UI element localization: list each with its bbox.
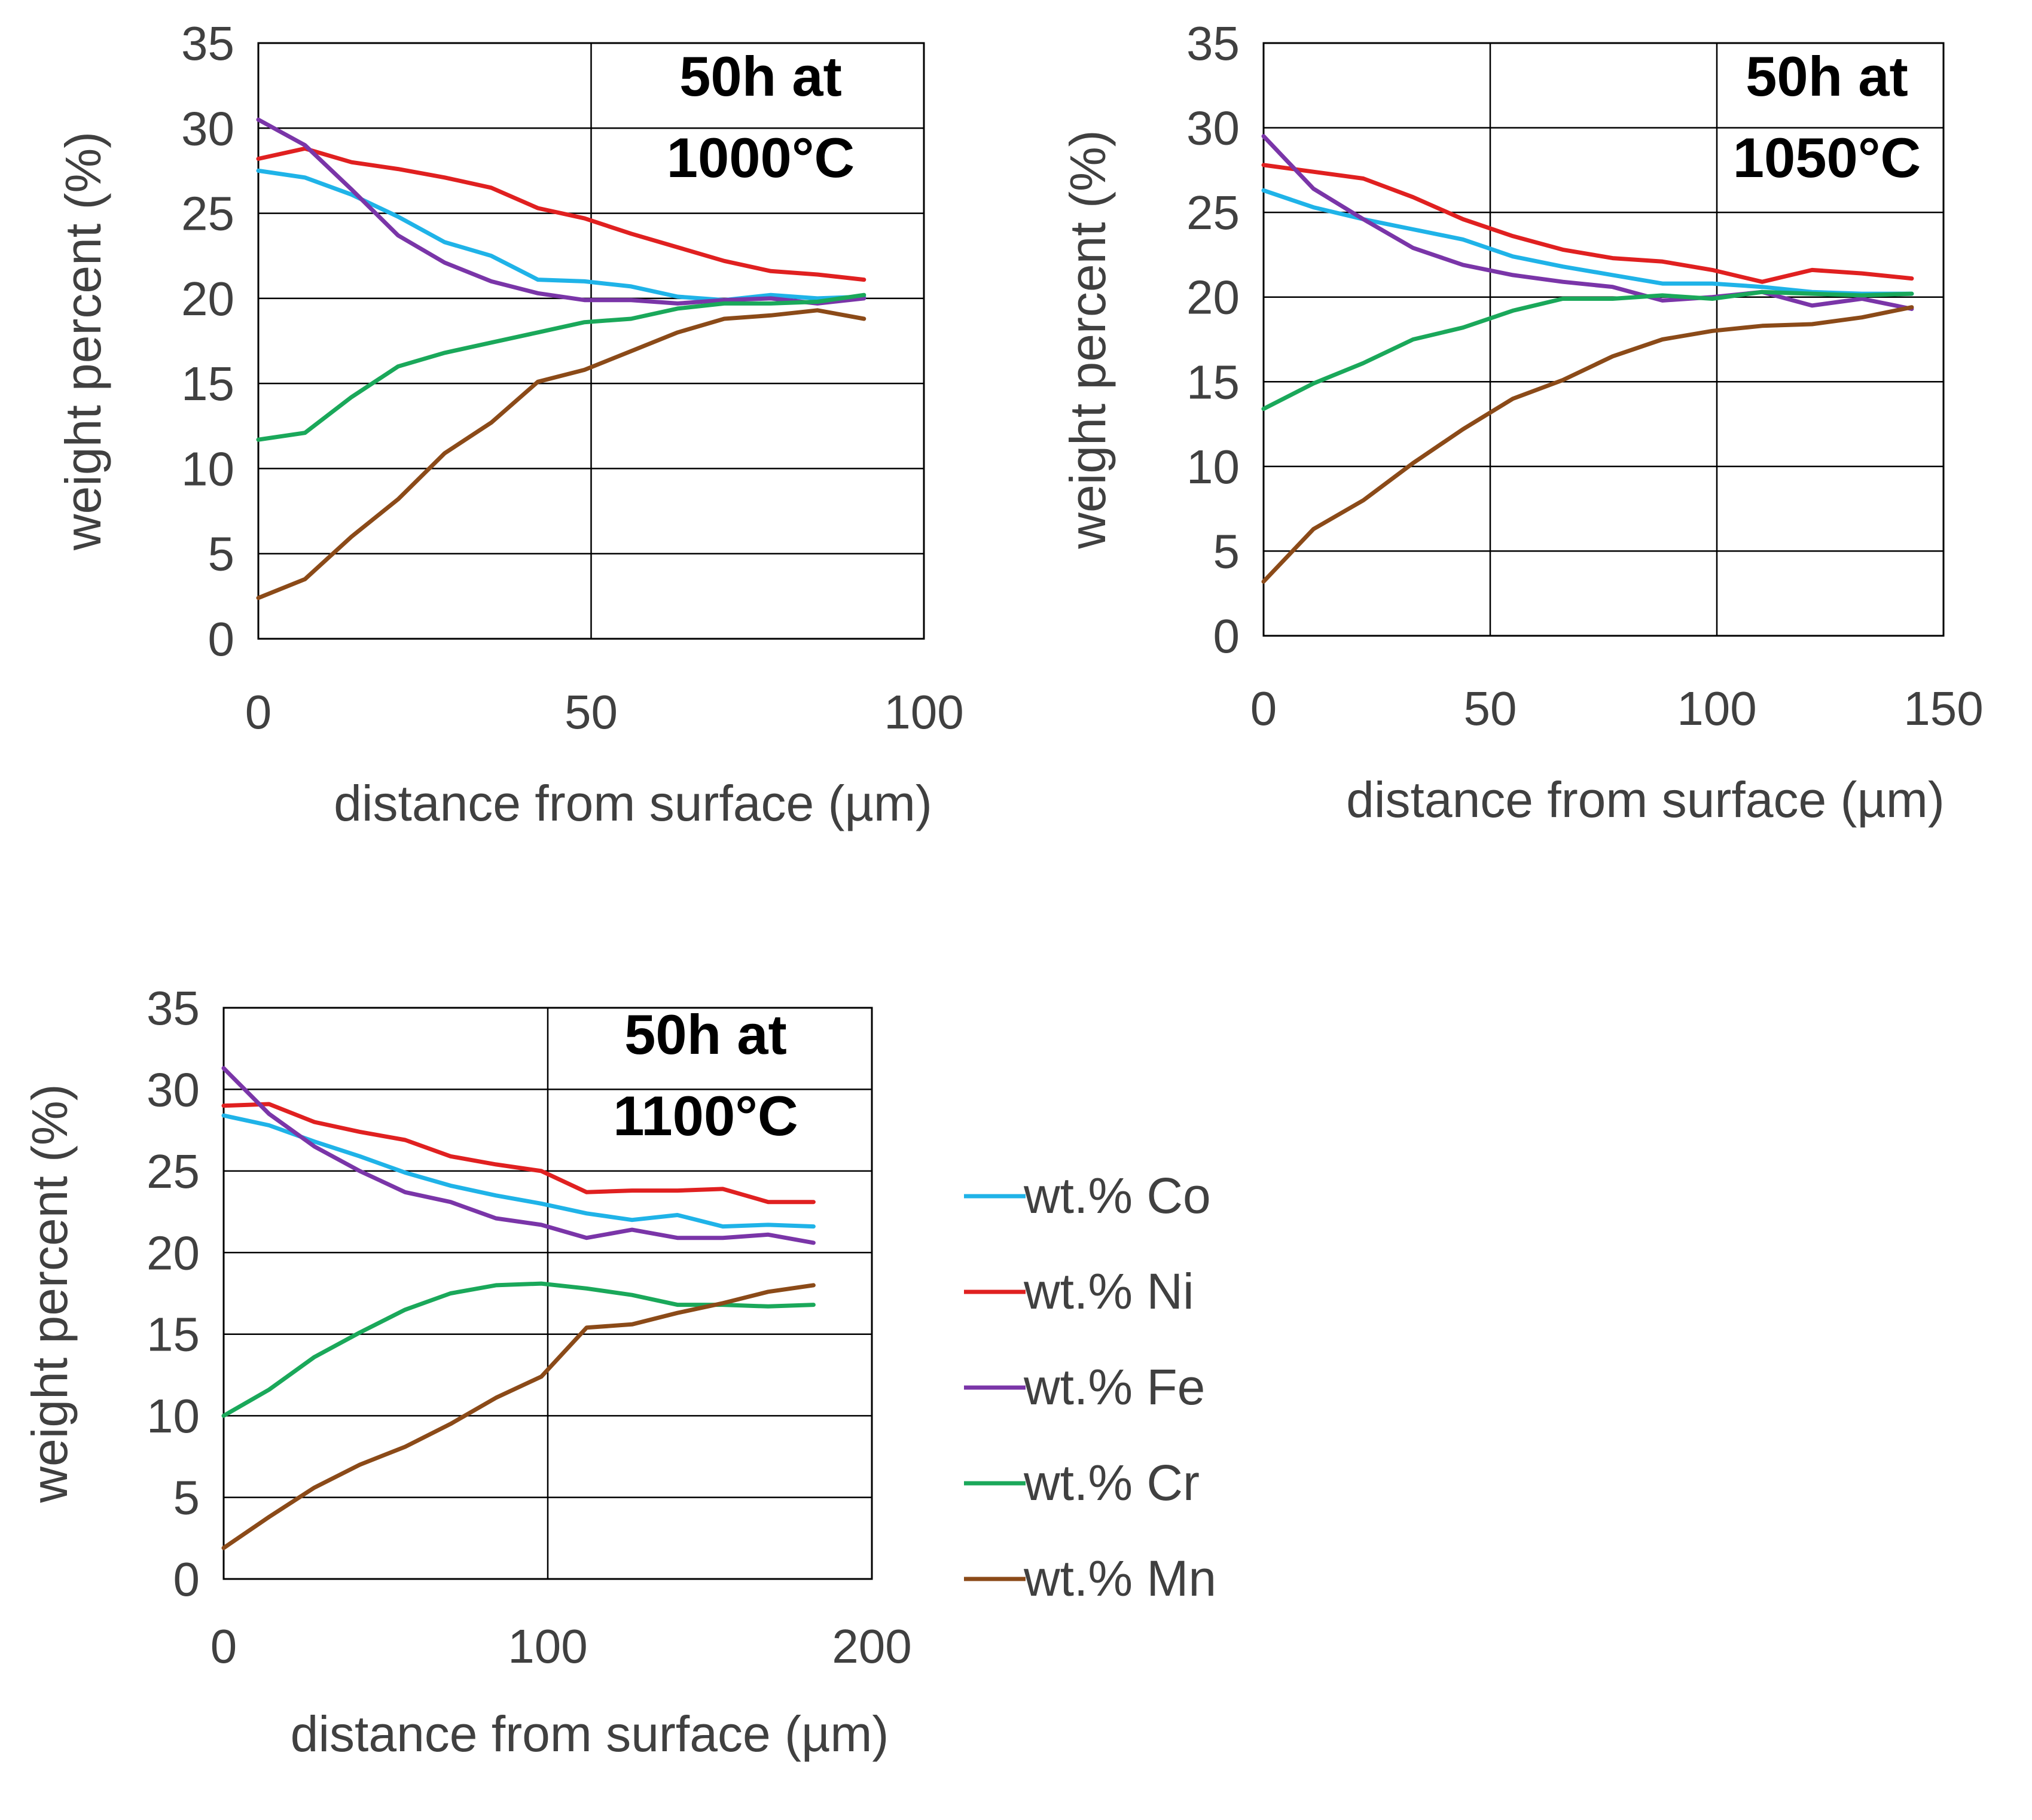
- plot-area-frame: [257, 42, 925, 640]
- x-tick-label: 150: [1903, 682, 1983, 735]
- x-axis-title: distance from surface (µm): [334, 775, 932, 831]
- y-axis-title: weight percent (%): [1060, 130, 1116, 549]
- series-line-wtni: [256, 146, 867, 282]
- y-tick-label: 35: [1186, 17, 1240, 70]
- y-tick-label: 20: [1186, 271, 1240, 324]
- y-tick-label: 0: [1213, 609, 1240, 663]
- y-tick-label: 20: [181, 272, 234, 325]
- y-tick-label: 0: [173, 1553, 200, 1606]
- y-tick-label: 10: [1186, 440, 1240, 493]
- legend: wt.% Co wt.% Ni wt.% Fe wt.% Cr wt.% Mn: [964, 1167, 1216, 1606]
- y-tick-label: 35: [147, 981, 200, 1035]
- y-tick-label: 15: [181, 357, 234, 410]
- x-tick-label: 0: [1250, 682, 1277, 735]
- series-line-wtni: [1261, 163, 1914, 284]
- x-tick-label: 100: [1677, 682, 1756, 735]
- annotation-line-2: 1050°C: [1733, 126, 1921, 189]
- x-tick-label: 50: [1464, 682, 1517, 735]
- annotation-line-1: 50h at: [1746, 45, 1908, 108]
- legend-label: wt.% Fe: [1023, 1359, 1205, 1415]
- y-tick-label: 20: [147, 1226, 200, 1279]
- plot-area-frame: [1262, 42, 1945, 637]
- y-tick-label: 15: [1186, 355, 1240, 408]
- annotation-line-2: 1000°C: [667, 126, 855, 189]
- chart-1100c: 0 5 10 15 20 25 30 35 0 100 200 distance from surfa…: [22, 981, 912, 1762]
- y-tick-label: 5: [208, 528, 235, 581]
- x-tick-label: 200: [832, 1620, 911, 1673]
- legend-label: wt.% Cr: [1023, 1455, 1200, 1511]
- legend-label: wt.% Mn: [1023, 1550, 1216, 1606]
- series-line-wtni: [221, 1102, 816, 1205]
- y-tick-label: 15: [147, 1308, 200, 1361]
- y-tick-label: 25: [181, 187, 234, 240]
- annotation-line-1: 50h at: [624, 1003, 787, 1066]
- annotation-line-2: 1100°C: [613, 1084, 798, 1147]
- x-tick-label: 0: [245, 685, 272, 739]
- y-tick-label: 30: [181, 102, 234, 155]
- y-tick-label: 30: [1186, 102, 1240, 155]
- y-tick-label: 25: [147, 1145, 200, 1198]
- y-tick-label: 25: [1186, 186, 1240, 239]
- series-line-wtcr: [256, 292, 867, 442]
- chart-1000c: 0 5 10 15 20 25 30 35 0 50 100 distance from surfac…: [55, 17, 964, 831]
- series-line-wtco: [256, 168, 867, 303]
- y-axis-title: weight percent (%): [22, 1084, 78, 1503]
- series-line-wtmn: [1261, 305, 1914, 584]
- x-axis-title: distance from surface (µm): [1346, 772, 1945, 828]
- series-line-wtco: [1261, 188, 1914, 296]
- y-axis-title: weight percent (%): [55, 132, 111, 551]
- x-tick-label: 50: [565, 685, 618, 739]
- x-tick-label: 0: [210, 1620, 237, 1673]
- y-tick-label: 10: [147, 1389, 200, 1443]
- series-line-wtfe: [221, 1066, 816, 1245]
- series-line-wtcr: [1261, 289, 1914, 411]
- series-line-wtmn: [221, 1283, 816, 1550]
- annotation-line-1: 50h at: [679, 45, 842, 108]
- x-tick-label: 100: [884, 685, 963, 739]
- legend-label: wt.% Co: [1023, 1167, 1211, 1224]
- chart-1050c: 0 5 10 15 20 25 30 35 0 50 100 150 distance from sur…: [1060, 17, 1984, 828]
- y-tick-label: 10: [181, 442, 234, 495]
- series-line-wtmn: [256, 308, 867, 600]
- y-tick-label: 30: [147, 1063, 200, 1116]
- x-axis-title: distance from surface (µm): [291, 1706, 889, 1762]
- y-tick-label: 35: [181, 17, 234, 70]
- y-tick-label: 0: [208, 612, 235, 666]
- plot-area-frame: [222, 1007, 873, 1580]
- y-tick-label: 5: [1213, 525, 1240, 578]
- x-tick-label: 100: [508, 1620, 587, 1673]
- series-line-wtfe: [256, 117, 867, 306]
- y-tick-label: 5: [173, 1471, 200, 1525]
- series-line-wtco: [221, 1113, 816, 1229]
- series-line-wtfe: [1261, 134, 1914, 311]
- legend-label: wt.% Ni: [1023, 1263, 1194, 1319]
